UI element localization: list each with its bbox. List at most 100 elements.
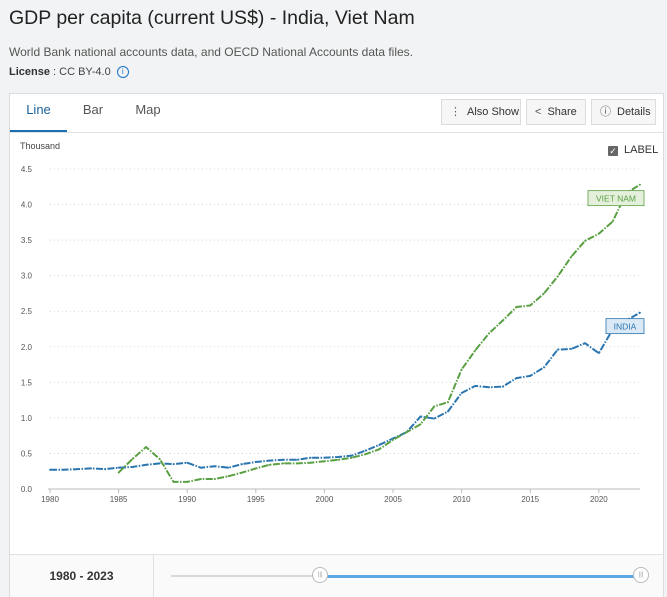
data-point-viet-nam — [309, 461, 312, 464]
data-point-viet-nam — [447, 401, 449, 404]
y-tick-label: 1.5 — [21, 378, 33, 387]
data-point-india — [49, 468, 51, 471]
x-tick-label: 2010 — [453, 495, 471, 504]
data-point-india — [268, 459, 271, 462]
data-point-india — [117, 466, 120, 469]
data-point-viet-nam — [529, 304, 532, 307]
data-point-viet-nam — [433, 405, 436, 408]
details-button[interactable]: ⓘ Details — [591, 99, 656, 125]
x-tick-label: 2000 — [316, 495, 334, 504]
data-point-viet-nam — [378, 448, 381, 451]
data-point-india — [378, 444, 381, 446]
data-point-viet-nam — [419, 423, 422, 426]
data-point-viet-nam — [556, 275, 559, 278]
page-title: GDP per capita (current US$) - India, Vi… — [9, 7, 415, 29]
y-tick-label: 3.5 — [21, 236, 33, 245]
data-point-india — [145, 463, 147, 466]
data-point-india — [186, 461, 189, 464]
x-tick-label: 1980 — [41, 495, 59, 504]
data-point-india — [364, 449, 367, 452]
data-point-viet-nam — [639, 183, 641, 186]
data-point-india — [323, 456, 326, 459]
data-point-viet-nam — [350, 456, 353, 459]
data-point-india — [337, 456, 340, 458]
info-icon[interactable]: i — [116, 66, 129, 78]
data-point-india — [419, 415, 422, 418]
data-point-india — [227, 466, 230, 469]
data-point-india — [474, 384, 477, 387]
data-point-india — [515, 377, 518, 379]
data-point-viet-nam — [392, 439, 394, 441]
x-tick-label: 1995 — [247, 495, 265, 504]
data-point-viet-nam — [364, 453, 367, 456]
data-point-india — [570, 348, 573, 350]
y-tick-label: 3.0 — [21, 272, 33, 281]
data-point-viet-nam — [323, 460, 326, 463]
data-point-india — [392, 437, 394, 440]
data-point-india — [529, 375, 532, 377]
tab-bar[interactable]: Bar — [82, 102, 104, 117]
data-point-india — [296, 458, 298, 461]
data-point-india — [639, 311, 641, 314]
data-point-india — [131, 466, 134, 468]
data-point-india — [103, 468, 106, 470]
label-toggle-text: LABEL — [624, 144, 659, 156]
range-label: 1980 - 2023 — [10, 555, 154, 597]
data-point-india — [254, 461, 257, 463]
data-point-india — [597, 352, 600, 355]
data-point-india — [488, 386, 490, 389]
y-tick-label: 4.5 — [21, 165, 33, 174]
tab-map[interactable]: Map — [135, 102, 161, 117]
series-label-box-india — [605, 318, 645, 335]
series-line-india — [50, 311, 641, 471]
data-point-india — [172, 463, 175, 466]
data-point-viet-nam — [337, 458, 340, 461]
data-point-india — [213, 465, 216, 468]
data-point-india — [282, 458, 285, 461]
data-point-viet-nam — [145, 446, 147, 448]
data-point-viet-nam — [584, 239, 587, 242]
data-point-india — [543, 366, 545, 369]
data-point-india — [90, 467, 93, 470]
share-button[interactable]: < Share — [526, 99, 586, 125]
data-point-india — [501, 385, 504, 388]
data-point-india — [76, 468, 79, 470]
y-tick-label: 1.0 — [21, 414, 33, 423]
line-chart: Thousand 0.0 0.5 1.0 1.5 2.0 2.5 3.0 3.5 4.0 4.5 19… — [20, 141, 645, 504]
data-point-india — [447, 410, 449, 413]
share-icon: < — [535, 106, 542, 118]
data-point-viet-nam — [543, 292, 545, 295]
x-tick-label: 2020 — [590, 495, 608, 504]
also-show-button[interactable]: ⋮ Also Show — [441, 99, 521, 125]
x-tick-label: 1985 — [110, 495, 128, 504]
range-end-handle[interactable]: ||| — [633, 567, 649, 583]
data-point-viet-nam — [501, 319, 504, 322]
chart-panel: Line Bar Map ⋮ Also Show < Share ⓘ Details … — [9, 93, 664, 597]
range-bar: 1980 - 2023 ||| ||| — [10, 554, 663, 597]
y-tick-label: 0.0 — [21, 485, 33, 494]
data-point-viet-nam — [172, 480, 175, 483]
x-tick-label: 2005 — [384, 495, 402, 504]
data-point-india — [309, 456, 312, 459]
data-point-viet-nam — [131, 458, 134, 461]
more-vertical-icon: ⋮ — [450, 106, 461, 118]
series-label-box-viet-nam — [587, 190, 645, 207]
license-line: License : CC BY-4.0 i — [9, 66, 129, 78]
tab-line[interactable]: Line — [10, 94, 67, 132]
info-circle-icon: ⓘ — [600, 106, 611, 118]
data-point-india — [460, 392, 463, 394]
data-point-viet-nam — [460, 368, 463, 371]
checkbox-checked-icon[interactable]: ✓ — [608, 146, 618, 156]
data-point-india — [584, 342, 587, 345]
data-point-india — [200, 466, 202, 469]
range-start-handle[interactable]: ||| — [312, 567, 329, 583]
data-point-viet-nam — [405, 431, 408, 434]
data-point-viet-nam — [488, 332, 490, 335]
data-point-viet-nam — [200, 478, 202, 480]
label-toggle[interactable]: ✓ LABEL — [608, 144, 658, 156]
share-label: Share — [547, 106, 577, 118]
data-point-viet-nam — [117, 471, 120, 474]
series-label-viet-nam: VIET NAM — [596, 194, 636, 204]
data-point-india — [158, 462, 161, 465]
data-point-viet-nam — [241, 471, 243, 474]
